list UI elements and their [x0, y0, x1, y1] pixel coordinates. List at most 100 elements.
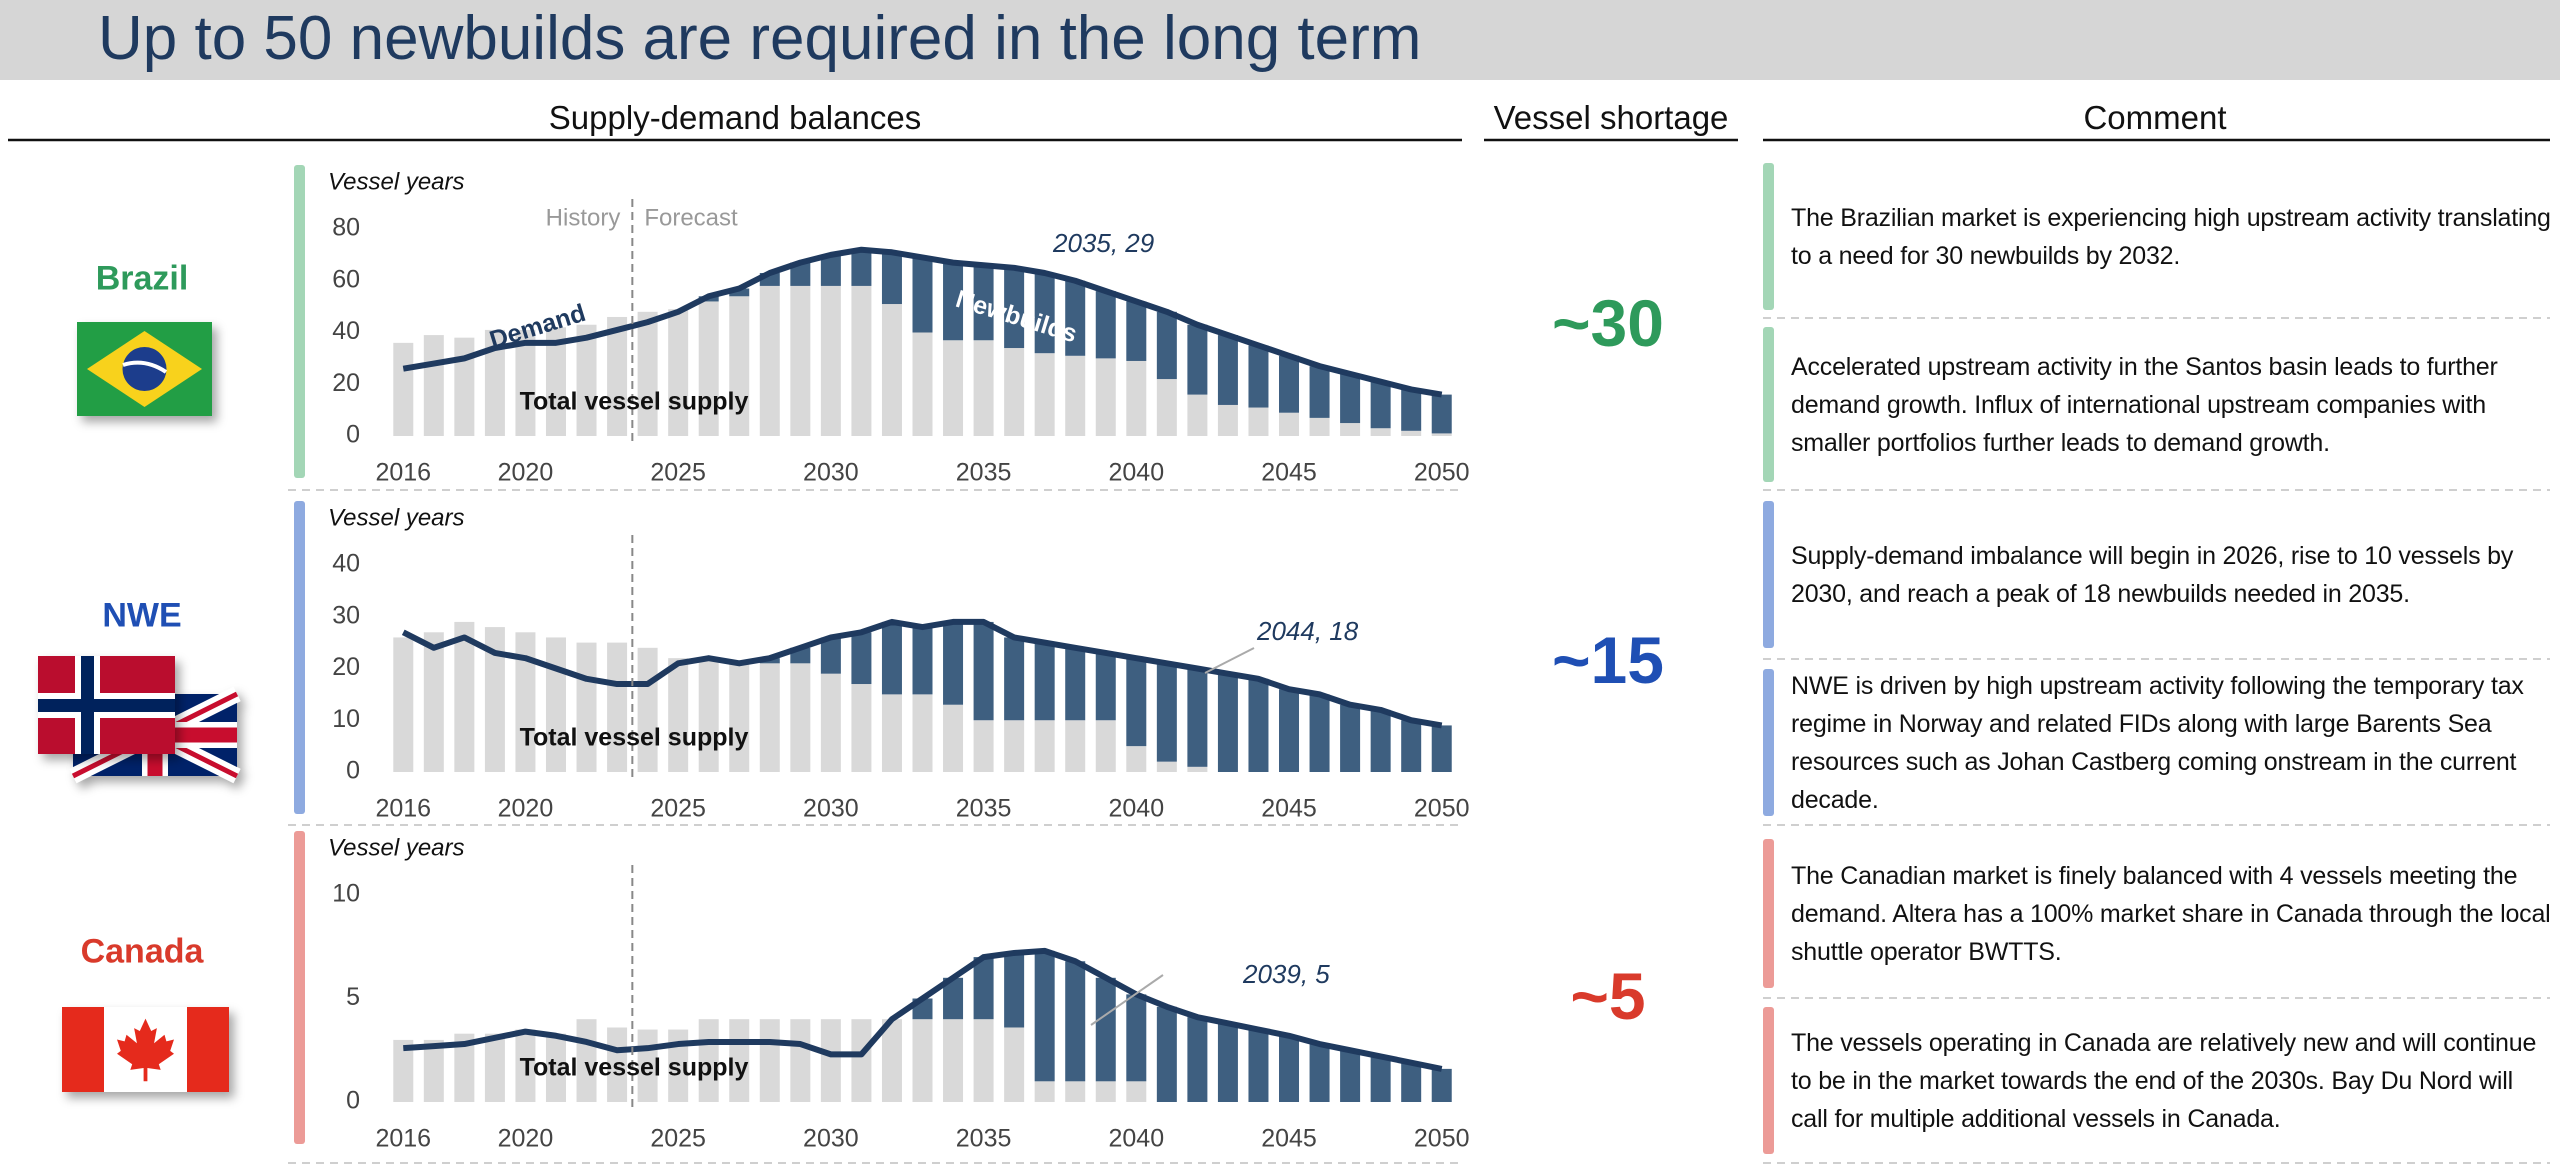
- bar: [1370, 709, 1391, 772]
- bar: [1156, 1006, 1177, 1102]
- comment-text: NWE is driven by high upstream activity …: [1791, 671, 2524, 814]
- bar: [851, 632, 872, 685]
- x-tick-label: 2040: [1108, 1125, 1164, 1153]
- x-tick-label: 2050: [1414, 795, 1470, 823]
- x-tick-label: 2020: [498, 459, 554, 487]
- bar: [668, 658, 689, 772]
- bar: [1431, 1068, 1452, 1102]
- comment-accent: [1763, 1007, 1774, 1154]
- bar: [1065, 280, 1086, 356]
- bar: [1065, 647, 1086, 721]
- bar: [393, 342, 414, 436]
- bar: [881, 621, 902, 695]
- bar: [1431, 394, 1452, 434]
- demand-line: [403, 947, 1443, 1072]
- comment-text: Accelerated upstream activity in the San…: [1791, 352, 2498, 457]
- bar: [1340, 1050, 1361, 1102]
- bar: [1126, 301, 1147, 361]
- bar: [1340, 704, 1361, 772]
- vessel-shortage: ~5: [1570, 959, 1646, 1033]
- vessel-shortage: ~30: [1552, 286, 1664, 360]
- bar: [668, 309, 689, 436]
- y-tick-label: 0: [346, 421, 360, 449]
- x-tick-label: 2045: [1261, 459, 1317, 487]
- bar: [1004, 1027, 1025, 1102]
- bar: [1126, 746, 1147, 772]
- region-label: NWE: [102, 596, 182, 635]
- panel-accent: [294, 165, 305, 478]
- x-tick-label: 2030: [803, 459, 859, 487]
- bar: [545, 1033, 566, 1102]
- bar: [1004, 952, 1025, 1028]
- x-tick-label: 2030: [803, 795, 859, 823]
- y-tick-label: 0: [346, 757, 360, 785]
- bar: [943, 977, 964, 1020]
- bar: [912, 694, 933, 772]
- x-tick-label: 2050: [1414, 1125, 1470, 1153]
- panel-accent: [294, 501, 305, 814]
- bar: [973, 265, 994, 341]
- bar: [1248, 345, 1269, 408]
- bar: [1248, 407, 1269, 436]
- bar: [1431, 433, 1452, 436]
- bar: [1126, 994, 1147, 1082]
- annotation: 2039, 5: [1242, 959, 1330, 989]
- bar: [1217, 1023, 1238, 1102]
- comment-text: Supply-demand imbalance will begin in 20…: [1791, 541, 2514, 608]
- annotation: 2044, 18: [1256, 616, 1359, 646]
- bar: [881, 304, 902, 436]
- bar: [515, 632, 536, 772]
- y-tick-label: 30: [332, 601, 360, 629]
- bar: [851, 684, 872, 772]
- bar: [790, 1019, 811, 1102]
- bar: [1217, 673, 1238, 772]
- x-tick-label: 2035: [956, 459, 1012, 487]
- bar: [790, 262, 811, 286]
- series-label: Total vessel supply: [520, 1054, 749, 1082]
- bar: [1095, 1081, 1116, 1102]
- flag-norway: [38, 656, 175, 754]
- bar: [820, 285, 841, 436]
- bar: [1034, 272, 1055, 354]
- x-tick-label: 2025: [650, 459, 706, 487]
- bar: [1340, 423, 1361, 436]
- bar: [607, 316, 628, 436]
- comment-text: The Canadian market is finely balanced w…: [1791, 861, 2551, 966]
- region-label: Brazil: [95, 259, 189, 298]
- bar: [759, 663, 780, 772]
- column-heading: Comment: [2083, 99, 2227, 136]
- page-title: Up to 50 newbuilds are required in the l…: [98, 4, 1422, 73]
- demand-line: [402, 246, 1443, 398]
- bar: [484, 627, 505, 772]
- bar: [790, 285, 811, 436]
- bar: [820, 1019, 841, 1102]
- x-tick-label: 2025: [650, 1125, 706, 1153]
- bar: [1156, 379, 1177, 436]
- bar: [820, 637, 841, 674]
- x-tick-label: 2045: [1261, 795, 1317, 823]
- bar: [1370, 428, 1391, 436]
- comment-accent: [1763, 839, 1774, 988]
- bar: [393, 637, 414, 772]
- bar: [943, 340, 964, 436]
- bar: [484, 1033, 505, 1102]
- x-tick-label: 2040: [1108, 459, 1164, 487]
- bar: [576, 642, 597, 772]
- bar: [484, 329, 505, 436]
- bar: [973, 340, 994, 436]
- y-tick-label: 10: [332, 705, 360, 733]
- bar: [1095, 977, 1116, 1082]
- bar: [698, 658, 719, 772]
- bar: [912, 332, 933, 436]
- annotation-leader: [1204, 647, 1255, 674]
- bar: [1309, 1044, 1330, 1102]
- bar: [943, 621, 964, 705]
- x-tick-label: 2030: [803, 1125, 859, 1153]
- bar: [607, 642, 628, 772]
- bar: [393, 1039, 414, 1102]
- bar: [576, 324, 597, 436]
- series-label: Total vessel supply: [520, 724, 749, 752]
- y-axis-label: Vessel years: [328, 168, 465, 195]
- bar: [912, 257, 933, 333]
- bar: [820, 254, 841, 286]
